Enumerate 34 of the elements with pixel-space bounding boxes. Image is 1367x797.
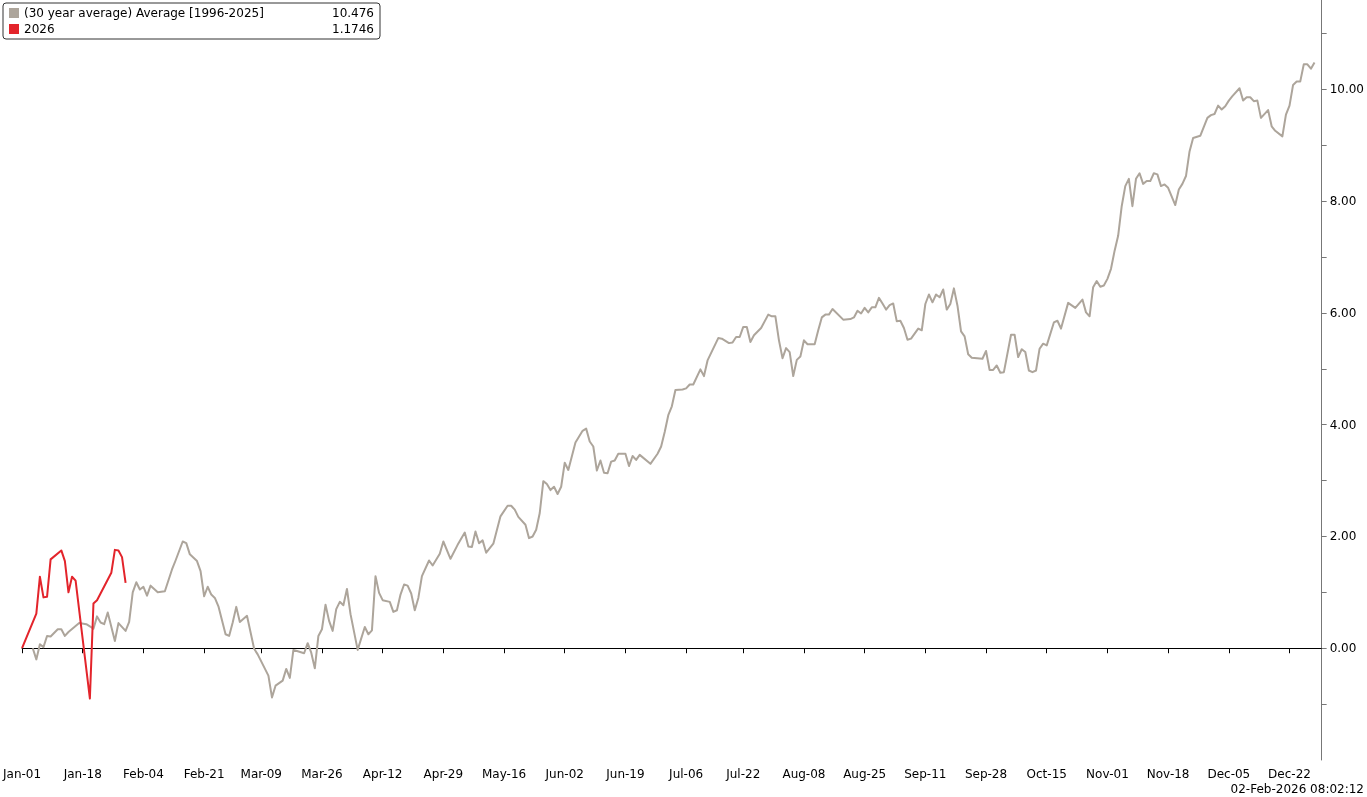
x-tick-label: Feb-21	[183, 767, 225, 781]
x-tick-label: Jun-02	[544, 767, 584, 781]
x-tick-label: Feb-04	[123, 767, 164, 781]
x-tick-label: Sep-11	[904, 767, 947, 781]
y-tick-label: 8.00	[1329, 194, 1357, 209]
x-tick-label: Sep-28	[964, 767, 1008, 781]
x-tick-label: Jan-01	[1, 767, 42, 781]
x-tick-label: Mar-09	[240, 767, 282, 781]
x-tick-label: Jul-06	[668, 767, 704, 781]
x-tick-label: Nov-18	[1146, 767, 1190, 781]
y-tick-label: 0.00	[1329, 641, 1357, 656]
y-tick-label: 6.00	[1329, 305, 1357, 320]
x-tick-label: Nov-01	[1086, 767, 1129, 781]
x-tick-label: Jan-18	[62, 767, 102, 781]
x-tick-label: May-16	[481, 767, 527, 781]
text: 02-Feb-2026 08:02:12	[1230, 782, 1365, 796]
x-tick-label: Oct-15	[1026, 767, 1067, 781]
x-tick-label: Apr-29	[423, 767, 464, 781]
x-tick-label: Jun-19	[605, 767, 645, 781]
legend-label: 2026	[24, 22, 55, 36]
x-tick-label: Dec-22	[1268, 767, 1311, 781]
x-tick-label: Aug-08	[782, 767, 826, 781]
y-tick-label: 2.00	[1329, 529, 1357, 544]
line-series	[21, 548, 127, 700]
y-tick-label: 4.00	[1329, 417, 1357, 432]
x-tick-label: Apr-12	[362, 767, 403, 781]
x-tick-label: Aug-25	[843, 767, 887, 781]
x-tick-label: Mar-26	[301, 767, 343, 781]
annotation: 10.476	[332, 6, 374, 20]
annotation: 1.1746	[332, 22, 374, 36]
y-tick-label: 10.00	[1329, 82, 1365, 97]
x-tick-label: Jul-22	[725, 767, 761, 781]
x-tick-label: Dec-05	[1207, 767, 1251, 781]
legend-label: (30 year average) Average [1996-2025]	[24, 6, 264, 20]
